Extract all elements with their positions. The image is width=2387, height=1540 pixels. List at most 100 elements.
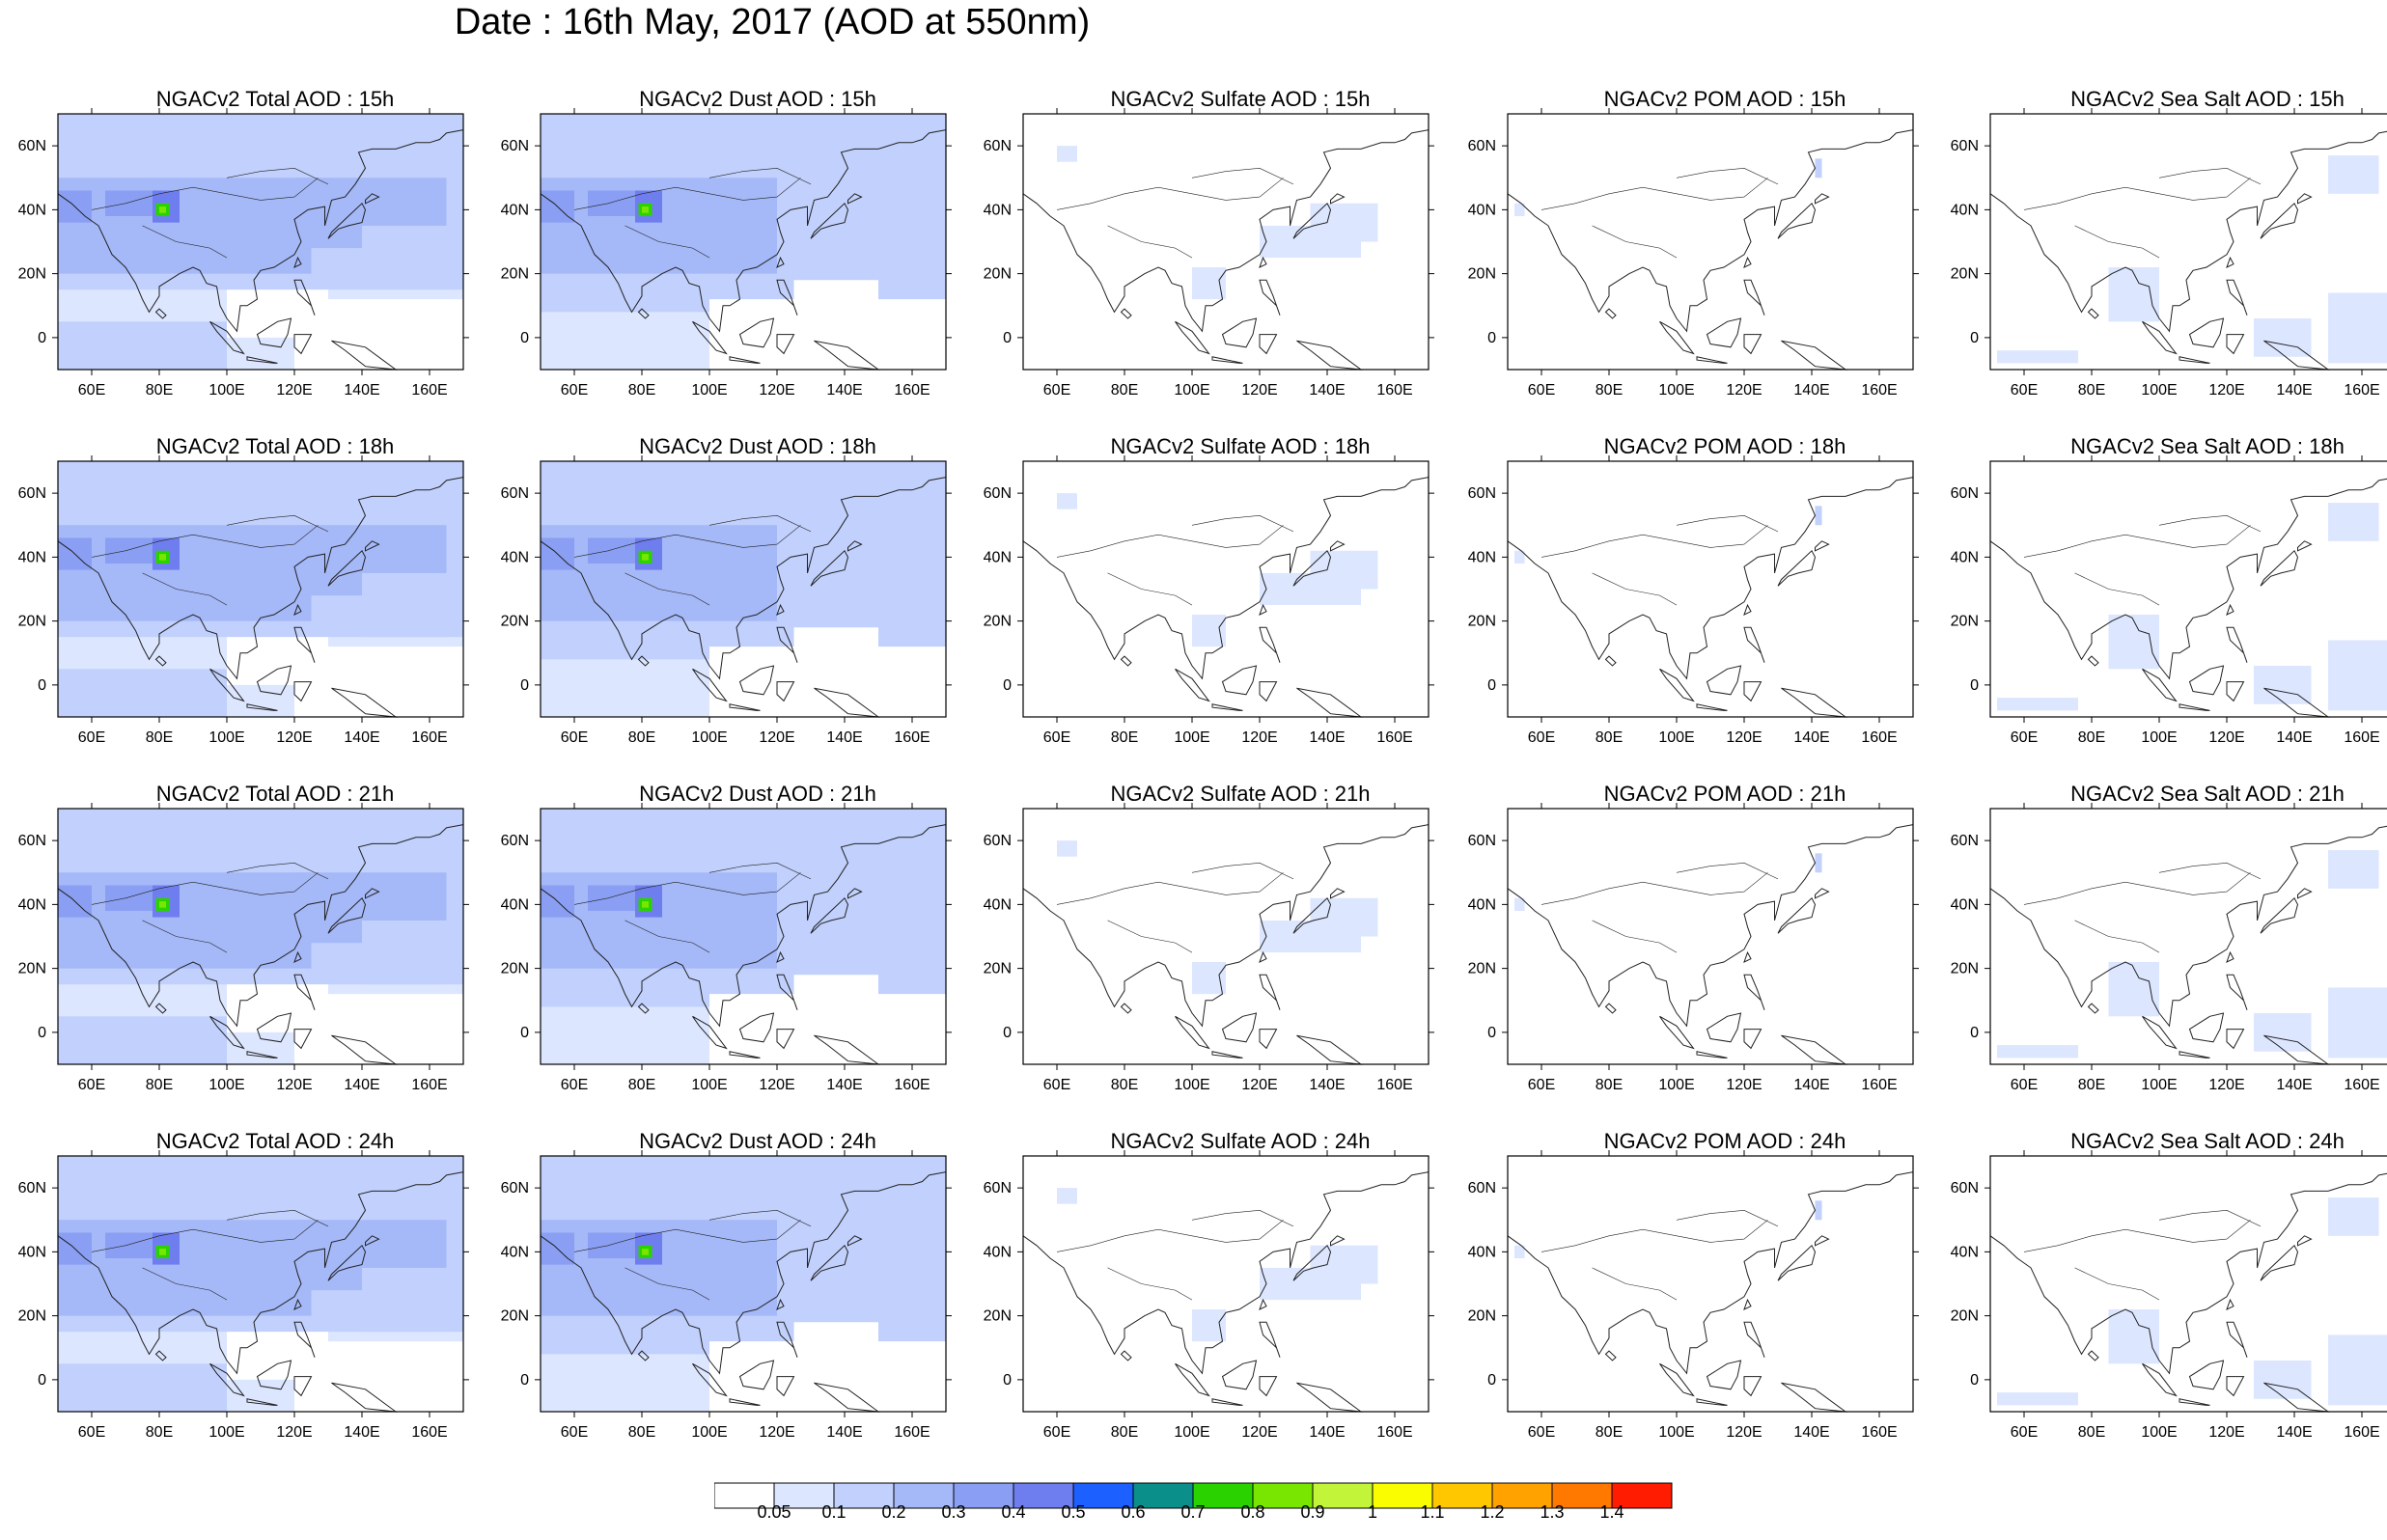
x-tick-label: 80E: [146, 382, 173, 399]
x-tick-label: 60E: [78, 1077, 105, 1093]
x-tick-label: 60E: [1528, 1077, 1555, 1093]
coastline-island: [637, 655, 650, 667]
coastline-island: [1743, 603, 1752, 616]
colorbar-label: 0.2: [881, 1502, 905, 1522]
aod-cell: [2328, 850, 2379, 889]
coastline: [57, 1171, 464, 1413]
aod-cell: [2108, 1309, 2159, 1364]
coastline-island: [1221, 1012, 1258, 1043]
border-line: [573, 872, 801, 905]
coastline-island: [2179, 1051, 2210, 1059]
coastline-island: [154, 1350, 167, 1361]
coastline: [1022, 1171, 1429, 1413]
aod-cell: [58, 1016, 227, 1064]
coastline-island: [2142, 1362, 2178, 1397]
map-panel-pom-21h: NGACv2 POM AOD : 21h 60E 80E 100E 120E 140E 16…: [1468, 782, 1966, 1119]
x-tick-label: 80E: [1111, 382, 1138, 399]
x-tick-label: 140E: [1309, 382, 1345, 399]
aod-cell: [2328, 1334, 2387, 1406]
border-line: [573, 178, 801, 210]
x-tick-label: 100E: [691, 729, 727, 746]
aod-cell: [58, 1363, 227, 1412]
coastline-island: [692, 320, 728, 355]
coastline-island: [1259, 279, 1281, 316]
coastline-island: [1211, 1398, 1243, 1406]
x-tick-label: 160E: [1861, 1424, 1897, 1441]
aod-cell: [362, 1267, 447, 1333]
x-tick-label: 60E: [2011, 729, 2038, 746]
x-tick-label: 120E: [1241, 1424, 1277, 1441]
y-tick-label: 60N: [984, 485, 1012, 502]
coastline-island: [810, 1244, 849, 1281]
x-tick-label: 100E: [208, 1424, 244, 1441]
aod-cell: [1514, 550, 1525, 564]
aod-cell: [362, 572, 447, 638]
plot-frame: [57, 113, 464, 371]
x-tick-label: 140E: [2276, 1077, 2312, 1093]
y-tick-label: 20N: [984, 266, 1012, 283]
coastline-island: [776, 626, 798, 663]
coastline-island: [1259, 974, 1281, 1010]
aod-shading: [541, 114, 946, 370]
coastline-island: [1259, 1321, 1281, 1358]
panel-title: NGACv2 POM AOD : 24h: [1603, 1129, 1846, 1153]
plot-frame: [1507, 1155, 1914, 1413]
coastline-island: [692, 1015, 728, 1050]
coastline-island: [2142, 1015, 2178, 1050]
coastline-island: [1815, 193, 1830, 205]
map-panel-pom-15h: NGACv2 POM AOD : 15h 60E 80E 100E 120E 140E 16…: [1468, 87, 1966, 425]
coastline: [1989, 825, 2387, 1065]
map-plot: 60E 80E 100E 120E 140E 160E 60N 40N 20N 0: [1468, 108, 1919, 399]
coastline-island: [331, 687, 398, 718]
map-plot: 60E 80E 100E 120E 140E 160E 60N 40N 20N 0: [1468, 455, 1919, 746]
y-tick-label: 0: [38, 1372, 46, 1389]
border-line: [1592, 1267, 1678, 1301]
map-plot: 60E 80E 100E 120E 140E 160E 60N 40N 20N 0: [1951, 108, 2387, 399]
coastline: [1989, 130, 2387, 371]
y-tick-label: 0: [520, 677, 529, 694]
aod-cell: [1997, 1045, 2078, 1059]
coastline-island: [1221, 665, 1258, 696]
plot-frame: [1989, 808, 2387, 1065]
coastline-island: [365, 1235, 380, 1247]
coastline-island: [1604, 1350, 1617, 1361]
coastline-island: [776, 1376, 795, 1397]
map-background: [1990, 114, 2387, 370]
y-tick-label: 20N: [18, 1308, 46, 1325]
map-plot: 60E 80E 100E 120E 140E 160E 60N 40N 20N 0: [984, 455, 1434, 746]
coastline-island: [1777, 896, 1817, 934]
coastline-island: [814, 1382, 880, 1413]
aod-cell: [777, 1213, 930, 1291]
x-tick-label: 160E: [2344, 1077, 2379, 1093]
coastline-island: [729, 1051, 761, 1059]
coastline-island: [2226, 256, 2234, 268]
y-tick-label: 20N: [1951, 614, 1979, 630]
x-tick-label: 100E: [691, 1077, 727, 1093]
aod-cell: [1192, 962, 1226, 995]
coastline-mainland: [1507, 129, 1914, 333]
map-plot: 60E 80E 100E 120E 140E 160E 60N 40N 20N 0: [1468, 1150, 1919, 1441]
coastline-island: [2226, 1029, 2245, 1050]
x-tick-label: 140E: [826, 1077, 862, 1093]
x-tick-label: 60E: [1043, 382, 1070, 399]
x-tick-label: 120E: [276, 1424, 312, 1441]
coastline-island: [1781, 1382, 1847, 1413]
coastline-island: [2087, 655, 2099, 667]
coastline-island: [1120, 1350, 1132, 1361]
y-tick-label: 60N: [501, 1180, 529, 1196]
y-tick-label: 40N: [1468, 549, 1496, 565]
map-panel-sulfate-15h: NGACv2 Sulfate AOD : 15h 60E 80E 100E 120E 14…: [984, 87, 1482, 425]
plot-frame: [1507, 113, 1914, 371]
border-line: [625, 1267, 710, 1301]
plot-frame: [540, 1155, 947, 1413]
y-tick-label: 60N: [1468, 485, 1496, 502]
coastline-mainland: [1022, 824, 1429, 1028]
aod-cell: [1192, 615, 1226, 647]
coastline-island: [1292, 896, 1332, 934]
aod-cell: [793, 627, 878, 670]
y-tick-label: 20N: [501, 266, 529, 283]
coastline-island: [1259, 603, 1267, 616]
aod-cell: [1997, 1392, 2078, 1406]
coastline-island: [1659, 320, 1695, 355]
y-tick-label: 60N: [1951, 485, 1979, 502]
